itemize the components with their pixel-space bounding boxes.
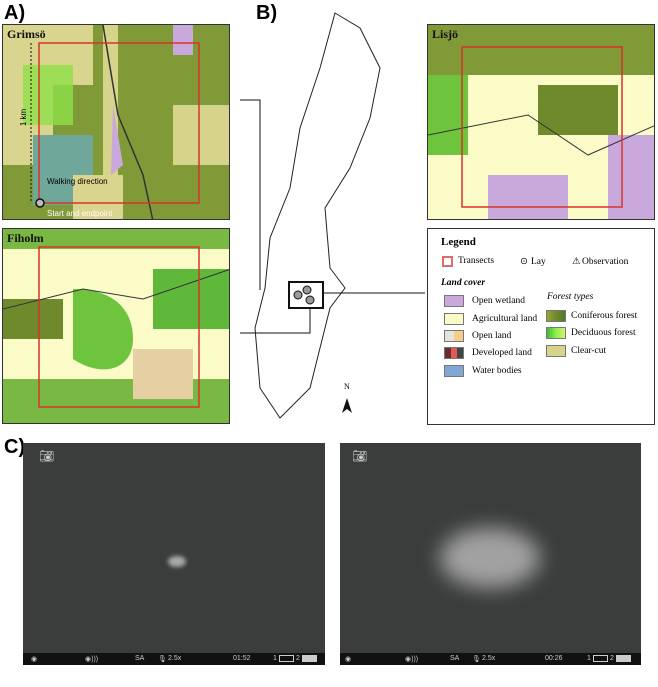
start-endpoint-label: Start and endpoint bbox=[47, 209, 113, 218]
lay-icon: ⊙ bbox=[520, 257, 528, 267]
legend-item: Deciduous forest bbox=[571, 328, 636, 338]
zoom-level: 2.5x bbox=[482, 655, 496, 662]
panel-label-b: B) bbox=[256, 2, 278, 24]
map-title: Grimsö bbox=[7, 27, 46, 41]
mic-icon: 🎙︎ bbox=[472, 656, 481, 663]
camera-icon: 📷︎ bbox=[39, 449, 55, 463]
slot-2: 2 bbox=[296, 655, 300, 662]
map-fiholm: Fiholm bbox=[2, 228, 230, 424]
battery-1-icon bbox=[593, 655, 608, 662]
camera-image-1: 📷︎ ◉ ◉))) SA 🎙︎ 2.5x 01:52 1 2 bbox=[23, 443, 325, 665]
status-bar: ◉ ◉))) SA 🎙︎ 2.5x 01:52 1 2 bbox=[23, 653, 325, 665]
mode: SA bbox=[135, 655, 145, 662]
north-arrow-label: N bbox=[344, 382, 350, 391]
land-cover-title: Land cover bbox=[441, 278, 486, 288]
map-lisjo: Lisjö bbox=[427, 24, 655, 220]
observation-icon: ⚠ bbox=[572, 257, 581, 267]
forest-types-title: Forest types bbox=[547, 292, 594, 302]
swatch-open-land bbox=[444, 330, 464, 342]
scale-label: 1 km bbox=[19, 108, 29, 127]
legend-item: Clear-cut bbox=[571, 346, 607, 356]
legend: Legend Transects ⊙ Lay ⚠ Observation Lan… bbox=[427, 228, 655, 425]
swatch-developed bbox=[444, 347, 464, 359]
map-title: Fiholm bbox=[7, 231, 44, 245]
sweden-map bbox=[240, 12, 425, 419]
camera-image-2: 📷︎ ◉ ◉))) SA 🎙︎ 2.5x 00:26 1 2 bbox=[340, 443, 641, 665]
slot-1: 1 bbox=[587, 655, 591, 662]
legend-observation: Observation bbox=[582, 257, 629, 267]
battery-2-icon bbox=[302, 655, 317, 662]
legend-transects: Transects bbox=[458, 256, 495, 266]
legend-title: Legend bbox=[441, 236, 476, 248]
battery-1-icon bbox=[279, 655, 294, 662]
time: 00:26 bbox=[545, 655, 563, 662]
swatch-open-wetland bbox=[444, 295, 464, 307]
map-grimso: Grimsö 1 km Walking direction Start and … bbox=[2, 24, 230, 220]
legend-item: Open wetland bbox=[472, 296, 526, 306]
animal-glow bbox=[168, 556, 186, 567]
swatch-coniferous bbox=[546, 310, 566, 322]
swatch-water bbox=[444, 365, 464, 377]
legend-item: Coniferous forest bbox=[571, 311, 638, 321]
legend-item: Developed land bbox=[472, 348, 532, 358]
camera-icon: 📷︎ bbox=[352, 449, 368, 463]
map-title: Lisjö bbox=[432, 27, 459, 41]
transect-swatch bbox=[442, 256, 453, 267]
legend-item: Open land bbox=[472, 331, 512, 341]
panel-label-a: A) bbox=[4, 2, 26, 24]
swatch-agricultural bbox=[444, 313, 464, 325]
slot-1: 1 bbox=[273, 655, 277, 662]
zoom-level: 2.5x bbox=[168, 655, 182, 662]
swatch-deciduous bbox=[546, 327, 566, 339]
slot-2: 2 bbox=[610, 655, 614, 662]
mode: SA bbox=[450, 655, 460, 662]
legend-item: Agricultural land bbox=[472, 314, 538, 324]
status-bar: ◉ ◉))) SA 🎙︎ 2.5x 00:26 1 2 bbox=[340, 653, 641, 665]
mic-icon: 🎙︎ bbox=[158, 656, 167, 663]
swatch-clear-cut bbox=[546, 345, 566, 357]
battery-2-icon bbox=[616, 655, 631, 662]
legend-item: Water bodies bbox=[472, 366, 522, 376]
walking-direction-label: Walking direction bbox=[47, 177, 108, 186]
time: 01:52 bbox=[233, 655, 251, 662]
legend-lay: Lay bbox=[531, 257, 546, 267]
animal-glow bbox=[440, 528, 540, 588]
panel-label-c: C) bbox=[4, 436, 26, 458]
